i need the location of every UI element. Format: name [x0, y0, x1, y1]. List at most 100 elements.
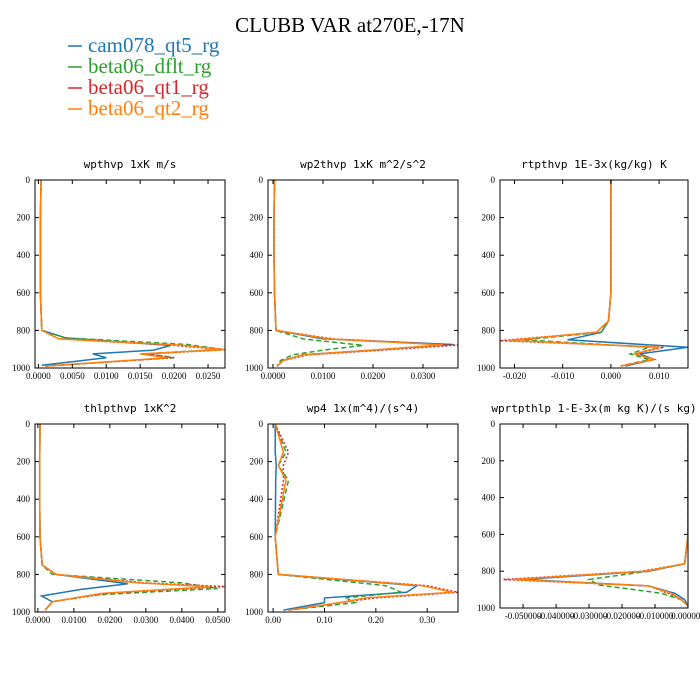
panel-title: wpthvp 1xK m/s [84, 158, 177, 171]
x-tick-label: 0.30 [419, 615, 435, 625]
x-tick-label: 0.0100 [61, 615, 86, 625]
panel-title: thlpthvp 1xK^2 [84, 402, 177, 415]
plot-frame [267, 423, 459, 613]
figure-title: CLUBB VAR at270E,-17N [235, 13, 465, 37]
x-tick-label: -0.010000 [637, 611, 674, 621]
series-line [503, 424, 688, 607]
plot-frame [499, 179, 689, 369]
panels: wpthvp 1xK m/s0.0000 0.0050 0.0100 0.0150 0.… [12, 158, 700, 625]
series-line [38, 424, 128, 611]
series-line [509, 180, 660, 367]
y-tick-label: 600 [250, 532, 264, 542]
series-line [273, 180, 364, 367]
plot-frame [34, 423, 226, 613]
series-line [39, 180, 222, 367]
legend: cam078_qt5_rgbeta06_dflt_rgbeta06_qt1_rg… [68, 33, 220, 120]
y-tick-label: 1000 [12, 607, 31, 617]
y-tick-label: 0 [491, 419, 496, 429]
x-tick-label: -0.040000 [538, 611, 575, 621]
legend-entry: beta06_dflt_rg [88, 54, 212, 78]
y-tick-label: 800 [17, 569, 31, 579]
series-line [39, 180, 171, 366]
y-tick-label: 800 [482, 325, 496, 335]
y-tick-label: 200 [17, 213, 31, 223]
y-tick-label: 600 [250, 288, 264, 298]
panel-title: wp4 1x(m^4)/(s^4) [307, 402, 420, 415]
x-tick-label: 0.0500 [205, 615, 230, 625]
x-tick-label: 0.010 [649, 371, 670, 381]
y-tick-label: 0 [259, 175, 264, 185]
plot-frame [499, 423, 689, 609]
x-tick-label: 0.0200 [361, 371, 386, 381]
legend-entry: beta06_qt2_rg [88, 96, 209, 120]
chart-panel: wprtpthlp 1-E-3x(m kg K)/(s kg) -0.050000… [477, 402, 700, 621]
legend-entry: beta06_qt1_rg [88, 75, 209, 99]
series-line [38, 424, 211, 611]
y-tick-label: 0 [26, 419, 31, 429]
x-tick-label: -0.020 [503, 371, 527, 381]
legend-entry: cam078_qt5_rg [88, 33, 220, 57]
series-line [567, 180, 688, 367]
x-tick-label: 0.20 [368, 615, 384, 625]
y-tick-label: 800 [482, 566, 496, 576]
x-tick-label: 0.0200 [97, 615, 122, 625]
plot-frame [34, 179, 226, 369]
chart-panel: wp2thvp 1xK m^2/s^2 0.0000 0.0100 0.0200 0.0… [245, 158, 459, 381]
x-tick-label: 0.0250 [196, 371, 221, 381]
chart-panel: thlpthvp 1xK^2 0.0000 0.0100 0.0200 0.0300 0.… [12, 402, 231, 625]
panel-title: wp2thvp 1xK m^2/s^2 [300, 158, 426, 171]
y-tick-label: 400 [250, 250, 264, 260]
series-line [274, 424, 458, 611]
series-line [273, 180, 444, 367]
x-tick-label: 0.0100 [311, 371, 336, 381]
y-tick-label: 400 [17, 494, 31, 504]
x-tick-label: 0.00 [265, 615, 281, 625]
y-tick-label: 800 [250, 325, 264, 335]
panel-title: wprtpthlp 1-E-3x(m kg K)/(s kg) [491, 402, 696, 415]
series-line [524, 180, 653, 367]
x-tick-label: -0.030000 [571, 611, 608, 621]
x-tick-label: 0.0150 [128, 371, 153, 381]
y-tick-label: 200 [17, 457, 31, 467]
y-tick-label: 200 [250, 213, 264, 223]
plot-frame [267, 179, 459, 369]
y-tick-label: 400 [482, 493, 496, 503]
y-tick-label: 800 [250, 569, 264, 579]
y-tick-label: 400 [17, 250, 31, 260]
y-tick-label: 400 [250, 494, 264, 504]
x-tick-label: -0.010 [551, 371, 575, 381]
x-tick-label: 0.0000 [261, 371, 286, 381]
y-tick-label: 1000 [477, 603, 496, 613]
chart-panel: wp4 1x(m^4)/(s^4) 0.00 0.10 0.20 0.30 0 200 400… [245, 402, 459, 625]
y-tick-label: 200 [482, 213, 496, 223]
x-tick-label: 0.0050 [60, 371, 85, 381]
y-tick-label: 800 [17, 325, 31, 335]
y-tick-label: 1000 [12, 363, 31, 373]
x-tick-label: 0.0100 [94, 371, 119, 381]
y-tick-label: 1000 [245, 607, 264, 617]
x-tick-label: 0.0000 [26, 615, 51, 625]
panel-title: rtpthvp 1E-3x(kg/kg) K [521, 158, 667, 171]
x-tick-label: 0.0300 [133, 615, 158, 625]
series-line [523, 424, 688, 607]
x-tick-label: 0.0300 [411, 371, 436, 381]
x-tick-label: 0.0200 [162, 371, 187, 381]
y-tick-label: 0 [491, 175, 496, 185]
y-tick-label: 0 [26, 175, 31, 185]
x-tick-label: 0.0400 [169, 615, 194, 625]
series-line [39, 180, 225, 367]
y-tick-label: 600 [482, 529, 496, 539]
y-tick-label: 400 [482, 250, 496, 260]
series-line [513, 424, 688, 607]
chart-panel: wpthvp 1xK m/s 0.0000 0.0050 0.0100 0.0150 0.… [12, 158, 226, 381]
x-tick-label: -0.050000 [505, 611, 542, 621]
y-tick-label: 1000 [477, 363, 496, 373]
x-tick-label: 0.0000 [26, 371, 51, 381]
x-tick-label: 0.10 [317, 615, 333, 625]
y-tick-label: 1000 [245, 363, 264, 373]
x-tick-label: 0.000 [601, 371, 622, 381]
y-tick-label: 200 [482, 456, 496, 466]
y-tick-label: 600 [482, 288, 496, 298]
